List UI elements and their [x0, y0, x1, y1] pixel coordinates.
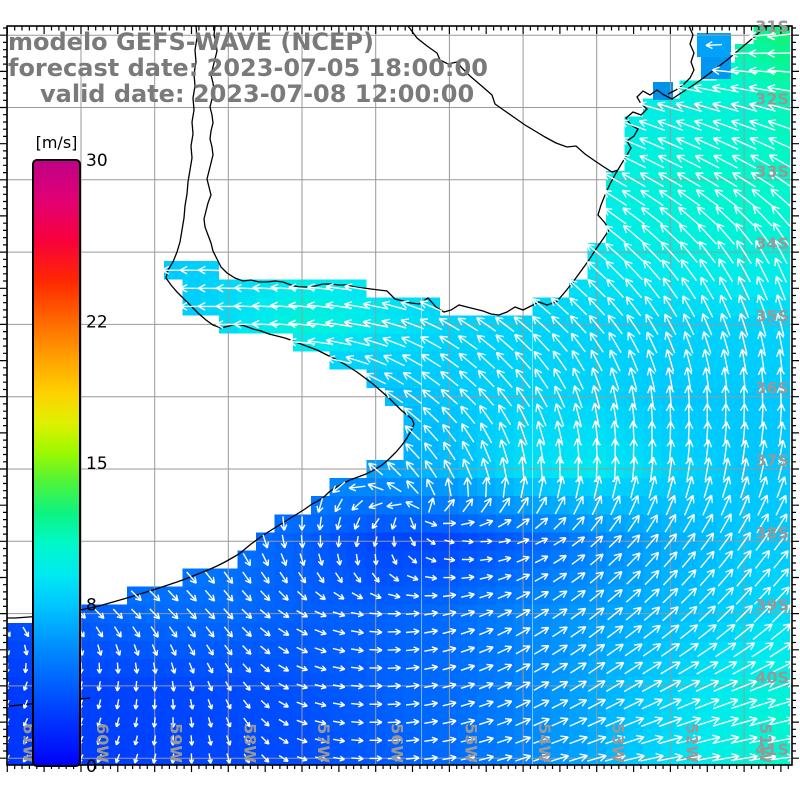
lat-label: 37S — [755, 451, 789, 470]
lat-label: 38S — [755, 523, 789, 542]
lon-label: 58W — [240, 723, 259, 763]
lon-label: 51W — [756, 723, 775, 763]
colorbar-tick-label: 0 — [86, 757, 97, 777]
lat-label: 34S — [755, 234, 789, 253]
lon-label: 53W — [609, 723, 628, 763]
colorbar: [m/s] 30 22 15 8 0 — [32, 133, 108, 777]
lon-label: 55W — [461, 723, 480, 763]
lat-label: 41S — [755, 740, 789, 759]
lat-label: 39S — [755, 596, 789, 615]
colorbar-gradient — [32, 159, 81, 767]
lat-label: 35S — [755, 306, 789, 325]
lat-label: 36S — [755, 379, 789, 398]
lat-label: 33S — [755, 162, 789, 181]
lon-label: 60W — [93, 723, 112, 763]
colorbar-tick-label: 8 — [86, 595, 97, 615]
lat-label: 32S — [755, 90, 789, 109]
lat-label: 40S — [755, 668, 789, 687]
lat-labels: 31S 32S 33S 34S 35S 36S 37S 38S 39S 40S 41S — [755, 17, 789, 759]
lon-label: 57W — [314, 723, 333, 763]
lon-label: 56W — [388, 723, 407, 763]
lon-label: 59W — [167, 723, 186, 763]
lon-labels: 61W 60W 59W 58W 57W 56W 55W 54W 53W 52W 51W — [19, 723, 775, 763]
colorbar-tick-label: 15 — [86, 454, 108, 474]
coastline-west — [7, 26, 415, 619]
country-border-line — [407, 26, 619, 173]
colorbar-unit: [m/s] — [36, 133, 78, 152]
colorbar-tick-label: 22 — [86, 313, 108, 333]
coastline — [7, 26, 767, 707]
map-border — [6, 25, 793, 766]
colorbar-tick-label: 30 — [86, 151, 108, 171]
lon-label: 54W — [535, 723, 554, 763]
lat-label: 31S — [755, 17, 789, 36]
coastline-east — [203, 26, 767, 316]
lon-label: 52W — [682, 723, 701, 763]
